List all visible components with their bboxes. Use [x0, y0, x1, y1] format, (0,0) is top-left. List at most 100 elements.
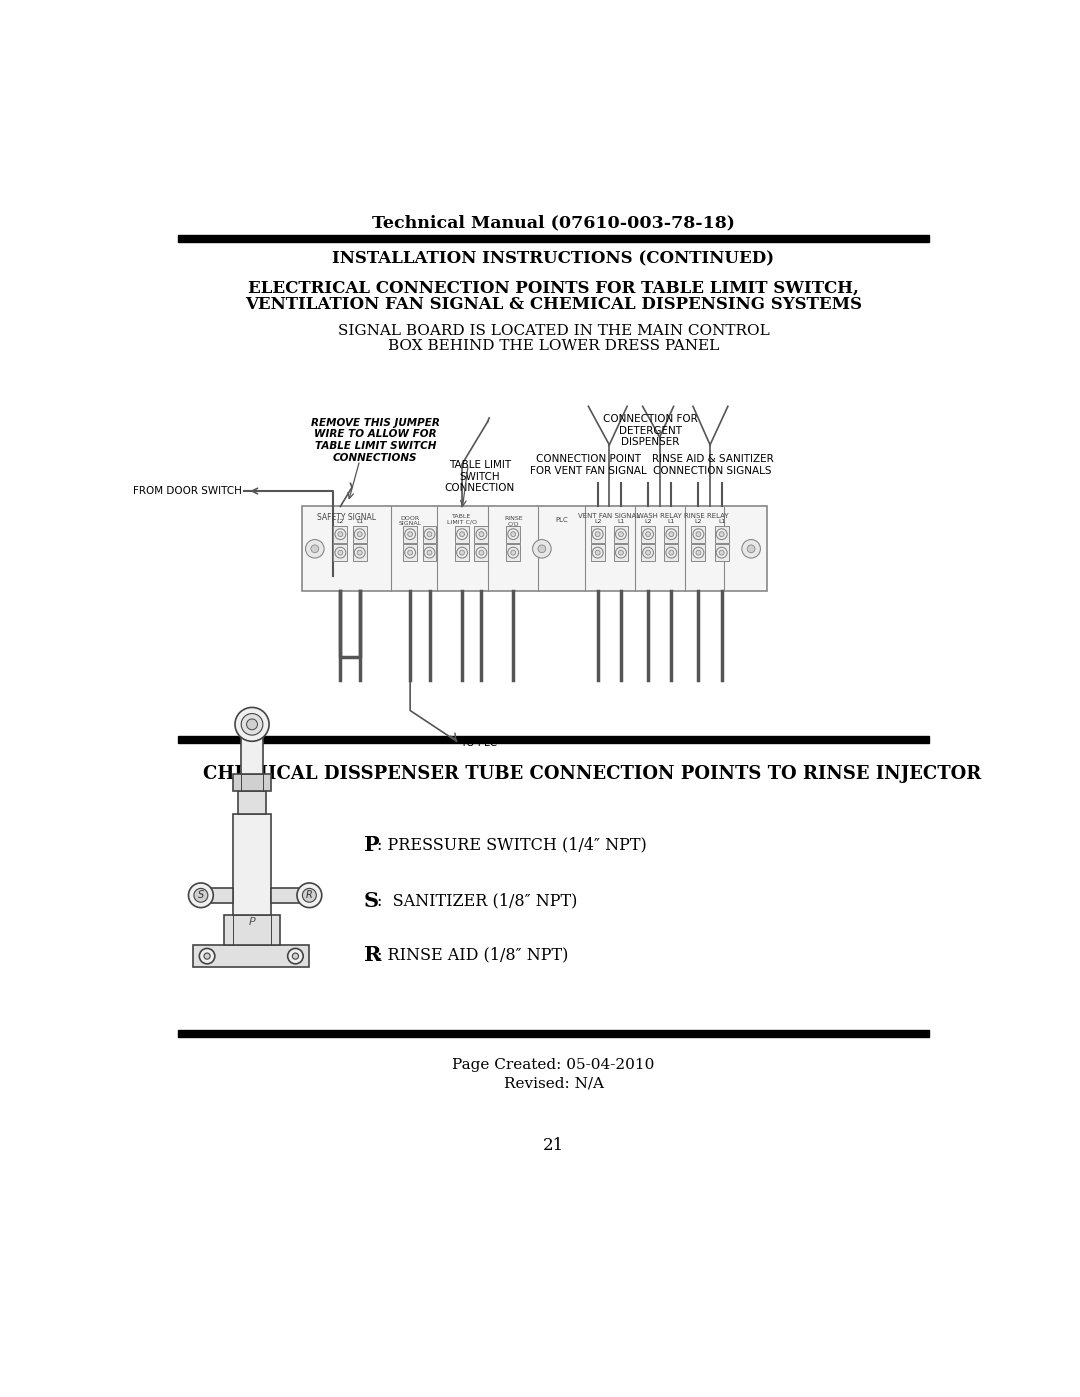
Bar [177, 736, 930, 743]
Circle shape [338, 550, 342, 555]
Circle shape [293, 953, 298, 960]
Bar [301, 507, 767, 591]
Circle shape [302, 888, 316, 902]
Circle shape [246, 719, 257, 729]
Circle shape [666, 529, 677, 539]
Circle shape [595, 550, 600, 555]
Circle shape [532, 539, 551, 557]
Bar [334, 525, 348, 542]
Circle shape [194, 888, 207, 902]
Circle shape [457, 529, 468, 539]
Text: SIGNAL BOARD IS LOCATED IN THE MAIN CONTROL: SIGNAL BOARD IS LOCATED IN THE MAIN CONT… [338, 324, 769, 338]
Text: VENT FAN SIGNAL: VENT FAN SIGNAL [578, 513, 640, 518]
Text: L1: L1 [618, 520, 624, 524]
Bar [664, 545, 678, 562]
Circle shape [643, 529, 653, 539]
Bar [691, 545, 705, 562]
Circle shape [643, 548, 653, 557]
Text: WASH RELAY: WASH RELAY [637, 513, 683, 518]
Circle shape [306, 539, 324, 557]
Circle shape [235, 707, 269, 742]
Circle shape [592, 548, 603, 557]
Circle shape [460, 532, 464, 536]
Bar [507, 525, 521, 542]
Text: DOOR
SIGNAL: DOOR SIGNAL [399, 515, 421, 527]
Bar [225, 915, 280, 946]
Text: : PRESSURE SWITCH (1/4″ NPT): : PRESSURE SWITCH (1/4″ NPT) [377, 837, 647, 854]
Circle shape [241, 714, 262, 735]
Bar [233, 774, 271, 791]
Circle shape [693, 548, 704, 557]
Bar [613, 545, 627, 562]
Circle shape [204, 953, 211, 960]
Circle shape [354, 529, 365, 539]
Bar [353, 545, 367, 562]
Circle shape [335, 529, 346, 539]
Circle shape [696, 532, 701, 536]
Circle shape [538, 545, 545, 553]
Circle shape [592, 529, 603, 539]
Bar [642, 525, 656, 542]
Circle shape [616, 548, 626, 557]
Text: TABLE
LIMIT C/O: TABLE LIMIT C/O [447, 514, 477, 525]
Text: RINSE AID & SANITIZER
CONNECTION SIGNALS: RINSE AID & SANITIZER CONNECTION SIGNALS [651, 454, 773, 476]
Bar [177, 1030, 930, 1037]
Text: L1: L1 [356, 520, 364, 524]
Circle shape [407, 550, 413, 555]
Text: CHEMICAL DISSPENSER TUBE CONNECTION POINTS TO RINSE INJECTOR: CHEMICAL DISSPENSER TUBE CONNECTION POIN… [203, 766, 982, 784]
Circle shape [407, 532, 413, 536]
Circle shape [189, 883, 213, 908]
Bar [715, 545, 729, 562]
Circle shape [595, 532, 600, 536]
Text: L1: L1 [718, 520, 726, 524]
Circle shape [669, 550, 674, 555]
Text: L2: L2 [645, 520, 652, 524]
Circle shape [646, 550, 650, 555]
Circle shape [646, 532, 650, 536]
Circle shape [716, 529, 727, 539]
Circle shape [405, 529, 416, 539]
Circle shape [666, 548, 677, 557]
Circle shape [619, 550, 623, 555]
Text: L2: L2 [594, 520, 602, 524]
Circle shape [405, 548, 416, 557]
Circle shape [476, 529, 487, 539]
Text: R: R [306, 890, 313, 900]
Text: P: P [248, 918, 255, 928]
Bar [455, 545, 469, 562]
Bar [241, 736, 262, 774]
Circle shape [424, 548, 435, 557]
Text: ELECTRICAL CONNECTION POINTS FOR TABLE LIMIT SWITCH,: ELECTRICAL CONNECTION POINTS FOR TABLE L… [248, 279, 859, 296]
Text: PLC: PLC [555, 517, 568, 524]
Text: P: P [364, 835, 379, 855]
Bar [591, 545, 605, 562]
Circle shape [427, 550, 432, 555]
Text: CONNECTION FOR
DETERGENT
DISPENSER: CONNECTION FOR DETERGENT DISPENSER [603, 414, 698, 447]
Circle shape [476, 548, 487, 557]
Bar [197, 887, 233, 902]
Bar [193, 946, 309, 967]
Circle shape [619, 532, 623, 536]
Text: : RINSE AID (1/8″ NPT): : RINSE AID (1/8″ NPT) [377, 946, 568, 963]
Bar [507, 545, 521, 562]
Text: BOX BEHIND THE LOWER DRESS PANEL: BOX BEHIND THE LOWER DRESS PANEL [388, 339, 719, 353]
Circle shape [457, 548, 468, 557]
Circle shape [719, 550, 724, 555]
Circle shape [357, 532, 362, 536]
Circle shape [335, 548, 346, 557]
Circle shape [716, 548, 727, 557]
Bar [353, 525, 367, 542]
Bar [422, 545, 436, 562]
Circle shape [311, 545, 319, 553]
Circle shape [511, 550, 515, 555]
Circle shape [424, 529, 435, 539]
Bar [403, 525, 417, 542]
Bar [474, 545, 488, 562]
Text: L2: L2 [337, 520, 345, 524]
Text: S: S [364, 891, 379, 911]
Bar [691, 525, 705, 542]
Circle shape [747, 545, 755, 553]
Bar [403, 545, 417, 562]
Circle shape [742, 539, 760, 557]
Bar [233, 814, 271, 915]
